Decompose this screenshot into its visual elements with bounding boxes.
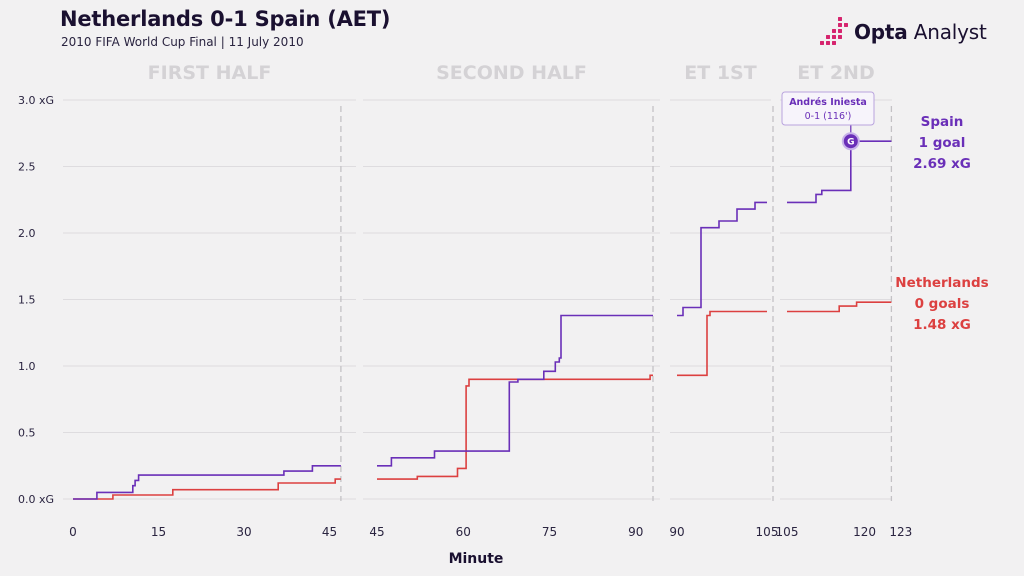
brand-name: Opta Analyst: [854, 20, 987, 44]
legend-spain: Spain 1 goal 2.69 xG: [913, 114, 971, 172]
period-label: FIRST HALF: [148, 62, 272, 84]
x-tick-label: 0: [69, 525, 77, 539]
period-panel: FIRST HALF 0 15 30 45: [63, 62, 356, 539]
period-label: ET 2ND: [797, 62, 874, 84]
x-tick-label: 120: [853, 525, 876, 539]
legend-goals: 0 goals: [915, 296, 970, 312]
legend-goals: 1 goal: [919, 135, 966, 151]
y-tick-label: 3.0 xG: [18, 94, 54, 107]
series-spain: [73, 140, 892, 500]
x-tick-label: 45: [369, 525, 384, 539]
x-tick-label: 105: [776, 525, 799, 539]
series-line: [787, 301, 892, 313]
y-tick-label: 2.5: [18, 161, 36, 174]
series-netherlands: [73, 301, 892, 500]
x-tick-label: 90: [669, 525, 684, 539]
goal-marker: [841, 132, 860, 151]
period-label: SECOND HALF: [436, 62, 587, 84]
goal-annotation: Andrés Iniesta 0-1 (116') G: [781, 91, 875, 151]
page-title: Netherlands 0-1 Spain (AET): [60, 7, 391, 31]
x-tick-label: 30: [236, 525, 251, 539]
annotation-scorer: Andrés Iniesta: [789, 97, 867, 108]
legend-xg: 1.48 xG: [913, 317, 971, 333]
annotation-box: [781, 91, 875, 126]
x-tick-label: 105: [756, 525, 779, 539]
series-line: [377, 314, 653, 467]
legend-team-name: Spain: [921, 114, 964, 130]
series-line: [73, 465, 341, 500]
x-tick-label: 60: [456, 525, 471, 539]
series-line: [377, 374, 653, 480]
y-tick-label: 1.5: [18, 294, 36, 307]
goal-marker-label: G: [847, 138, 854, 148]
period-panel: ET 2ND 105 120 123: [776, 62, 913, 539]
legend-team-name: Netherlands: [895, 275, 988, 291]
series-line: [787, 140, 892, 204]
y-tick-label: 0.5: [18, 427, 36, 440]
series-line: [677, 201, 767, 317]
legend-xg: 2.69 xG: [913, 156, 971, 172]
period-panel: SECOND HALF 45 60 75 90: [363, 62, 660, 539]
x-tick-label: 75: [542, 525, 557, 539]
opta-dot-grid-icon: [820, 17, 848, 45]
x-tick-label: 123: [889, 525, 912, 539]
x-tick-label: 90: [628, 525, 643, 539]
period-label: ET 1ST: [684, 62, 756, 84]
y-tick-label: 1.0: [18, 360, 36, 373]
y-tick-label: 2.0: [18, 227, 36, 240]
legend-netherlands: Netherlands 0 goals 1.48 xG: [895, 275, 988, 333]
y-tick-label: 0.0 xG: [18, 493, 54, 506]
x-tick-label: 45: [322, 525, 337, 539]
page-subtitle: 2010 FIFA World Cup Final | 11 July 2010: [61, 35, 304, 49]
series-line: [73, 478, 341, 500]
x-axis-label: Minute: [449, 551, 504, 567]
brand-logo-group: Opta Analyst: [818, 16, 987, 48]
annotation-score: 0-1 (116'): [805, 111, 852, 122]
series-line: [677, 310, 767, 377]
x-tick-label: 15: [151, 525, 166, 539]
period-panel: ET 1ST 90 105: [669, 62, 778, 539]
